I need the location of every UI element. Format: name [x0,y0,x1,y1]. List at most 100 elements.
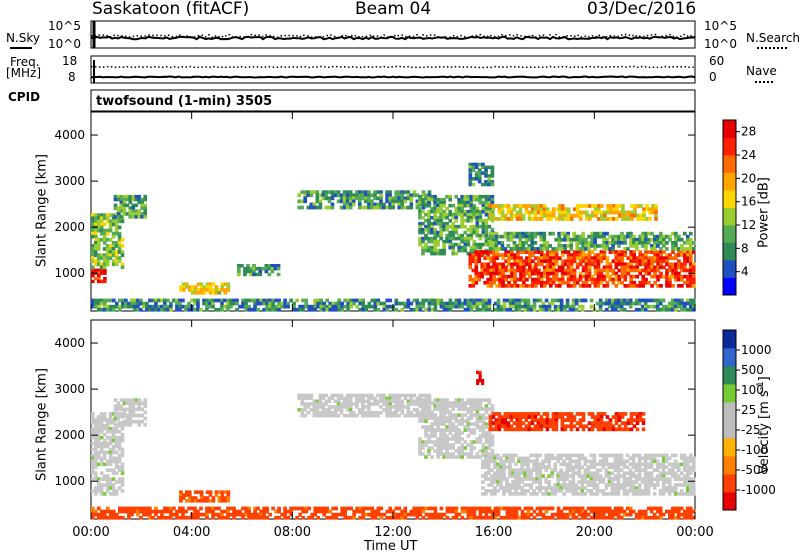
range-gate-cell [361,405,365,409]
range-gate-cell [498,277,502,282]
range-gate-cell [457,422,461,426]
range-gate-cell [460,304,465,309]
range-gate-cell [376,411,380,415]
range-gate-cell [528,274,532,279]
range-gate-cell [424,431,428,435]
range-gate-cell [520,489,524,493]
range-gate-cell [379,199,383,204]
range-gate-cell [499,465,503,469]
range-gate-cell [478,437,483,441]
range-gate-cell [671,284,675,288]
range-gate-cell [515,217,520,221]
range-gate-cell [575,280,580,285]
range-gate-cell [472,440,477,444]
range-gate-cell [503,427,508,432]
range-gate-cell [406,196,411,201]
range-gate-cell [451,221,455,226]
range-gate-cell [120,432,125,437]
range-gate-cell [509,210,514,215]
range-gate-cell [674,262,678,267]
range-gate-cell [292,304,296,309]
range-gate-cell [489,284,493,288]
range-gate-cell [585,213,589,218]
range-gate-cell [677,247,681,251]
range-gate-cell [653,271,657,276]
range-gate-cell [348,196,353,201]
range-gate-cell [585,217,589,221]
range-gate-cell [262,509,266,514]
range-gate-cell [319,301,323,306]
range-gate-cell [220,285,225,289]
range-gate-cell [634,301,639,306]
range-gate-cell [496,512,501,517]
range-gate-cell [586,471,591,475]
range-gate-cell [430,239,434,244]
range-gate-cell [273,264,278,268]
range-gate-cell [576,213,580,218]
range-gate-cell [481,171,485,175]
range-gate-cell [412,413,417,418]
range-gate-cell [641,241,645,245]
range-gate-cell [632,237,636,242]
range-gate-cell [303,196,307,201]
range-gate-cell [507,250,511,254]
range-gate-cell [345,399,350,403]
range-gate-cell [655,483,660,487]
range-gate-cell [671,256,675,260]
range-gate-cell [114,241,119,245]
range-gate-cell [563,250,568,254]
range-gate-cell [151,509,155,514]
range-gate-cell [358,205,362,210]
range-gate-cell [546,256,550,260]
range-gate-cell [641,418,646,422]
range-gate-cell [442,301,447,306]
range-gate-cell [117,468,122,472]
range-gate-cell [121,509,125,514]
range-gate-cell [568,489,573,493]
range-gate-cell [632,418,637,422]
range-gate-cell [119,197,124,202]
range-gate-cell [469,200,474,205]
range-gate-cell [656,268,660,273]
range-gate-cell [549,256,553,260]
range-gate-cell [361,413,365,418]
range-gate-cell [560,265,565,270]
range-gate-cell [626,427,631,432]
range-gate-cell [421,248,425,253]
range-gate-cell [583,456,588,461]
range-gate-cell [96,241,101,245]
range-gate-cell [497,427,502,432]
range-gate-cell [593,280,598,285]
range-gate-cell [424,227,428,232]
range-gate-cell [91,250,95,254]
range-gate-cell [342,202,347,207]
range-gate-cell [516,265,520,270]
range-gate-cell [122,407,127,412]
range-gate-cell [636,213,640,218]
range-gate-cell [355,396,359,401]
range-gate-cell [259,512,263,517]
range-gate-cell [289,298,293,303]
range-gate-cell [521,231,526,236]
range-gate-cell [586,465,591,469]
range-gate-cell [490,168,495,172]
range-gate-cell [599,234,603,239]
range-gate-cell [540,256,544,260]
range-gate-cell [430,245,434,250]
range-gate-cell [569,259,574,264]
range-gate-cell [96,216,101,221]
range-gate-cell [364,304,369,309]
range-gate-cell [667,468,672,472]
range-gate-cell [656,262,660,267]
range-gate-cell [551,207,556,212]
range-gate-cell [683,241,687,245]
range-gate-cell [267,264,272,268]
range-gate-cell [330,396,335,401]
range-gate-cell [122,413,127,418]
range-gate-cell [490,404,495,408]
range-gate-cell [616,471,621,475]
range-gate-cell [571,489,576,493]
range-gate-cell [500,421,505,425]
range-gate-cell [637,459,642,464]
